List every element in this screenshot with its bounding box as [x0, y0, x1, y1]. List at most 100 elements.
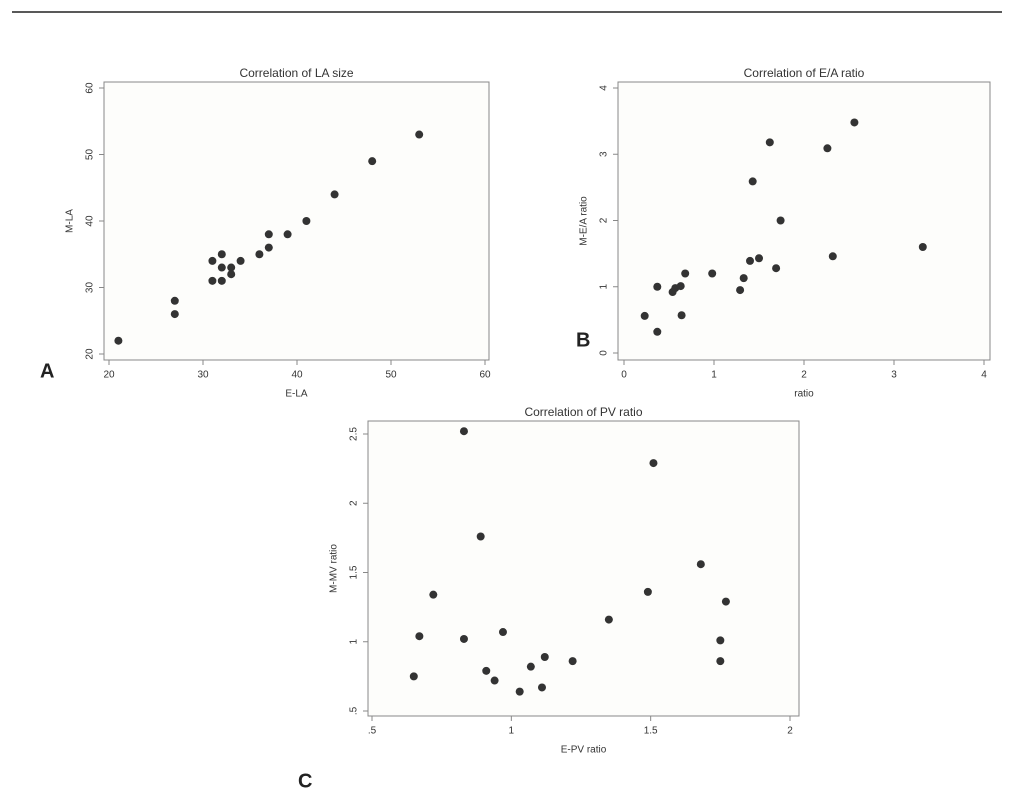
point	[227, 270, 236, 279]
plot-frame	[103, 81, 490, 361]
point	[568, 657, 577, 666]
y-tick-label: 4	[599, 85, 610, 91]
point	[716, 657, 725, 666]
point	[765, 138, 774, 147]
plot-frame	[617, 81, 991, 361]
y-tick-label: 3	[599, 151, 610, 157]
x-tick-label: 50	[385, 370, 397, 381]
point	[264, 230, 273, 239]
point	[918, 243, 927, 251]
point	[170, 296, 179, 305]
point	[653, 282, 662, 291]
point	[643, 587, 652, 596]
point	[227, 263, 236, 272]
point	[459, 427, 468, 436]
panel-label: C	[298, 770, 312, 792]
point	[302, 217, 311, 225]
point	[114, 336, 123, 345]
y-tick-label: 0	[599, 350, 610, 356]
point	[776, 216, 785, 225]
x-axis-label: ratio	[794, 389, 814, 400]
x-tick-label: .5	[368, 726, 377, 737]
point	[850, 118, 859, 127]
point	[755, 254, 763, 263]
point	[415, 632, 424, 641]
point	[537, 683, 546, 692]
point	[415, 130, 424, 139]
point	[823, 144, 832, 153]
x-tick-label: 2	[801, 370, 807, 381]
y-tick-label: 50	[85, 149, 96, 161]
point	[676, 282, 685, 291]
point	[526, 662, 535, 671]
point	[736, 286, 745, 295]
point	[739, 274, 748, 283]
point	[681, 269, 690, 278]
x-tick-label: 4	[981, 370, 987, 381]
point	[540, 652, 549, 661]
x-tick-label: 20	[103, 370, 115, 381]
x-tick-label: 40	[291, 370, 303, 381]
point	[828, 252, 837, 261]
y-tick-label: 30	[85, 282, 96, 294]
y-tick-label: 60	[85, 82, 96, 94]
panel-label: B	[576, 329, 590, 351]
x-tick-label: 1	[711, 370, 717, 381]
x-axis-label: E-LA	[285, 389, 308, 400]
chart-title: Correlation of PV ratio	[524, 405, 642, 419]
point	[236, 256, 245, 265]
x-tick-label: 0	[621, 370, 627, 381]
point	[653, 327, 662, 336]
point	[482, 666, 491, 675]
y-tick-label: 40	[85, 215, 96, 227]
y-tick-label: .5	[349, 706, 360, 715]
y-tick-label: 2	[349, 500, 360, 506]
point	[429, 590, 438, 599]
point	[649, 459, 658, 468]
point	[217, 276, 226, 285]
y-axis-label: M-E/A ratio	[579, 196, 590, 246]
point	[746, 256, 754, 265]
point	[208, 256, 217, 265]
y-tick-label: 1	[599, 284, 610, 290]
x-tick-label: 60	[479, 370, 491, 381]
x-tick-label: 2	[787, 726, 793, 737]
y-axis-label: M-LA	[65, 209, 76, 233]
chart-title: Correlation of E/A ratio	[744, 66, 865, 80]
point	[490, 676, 499, 685]
x-tick-label: 1.5	[644, 726, 658, 737]
point	[255, 250, 264, 259]
point	[368, 157, 377, 166]
x-axis-label: E-PV ratio	[561, 745, 607, 756]
y-tick-label: 20	[85, 348, 96, 360]
point	[459, 634, 468, 643]
point	[604, 615, 613, 624]
point	[708, 269, 717, 278]
panel-label: A	[40, 360, 54, 382]
point	[498, 628, 507, 637]
point	[696, 560, 705, 569]
point	[283, 230, 292, 239]
point	[721, 597, 730, 606]
y-tick-label: 2	[599, 217, 610, 223]
point	[772, 264, 781, 273]
point	[476, 532, 485, 541]
point	[264, 243, 273, 252]
point	[170, 310, 179, 319]
plot-frame	[367, 420, 800, 717]
point	[515, 687, 524, 696]
point	[217, 250, 226, 259]
point	[748, 177, 757, 186]
point	[330, 190, 339, 199]
chart-title: Correlation of LA size	[239, 66, 353, 80]
point	[217, 263, 226, 272]
point	[208, 276, 217, 285]
x-tick-label: 1	[509, 726, 515, 737]
y-tick-label: 1	[349, 639, 360, 645]
x-tick-label: 30	[197, 370, 209, 381]
x-tick-label: 3	[891, 370, 897, 381]
y-tick-label: 2.5	[349, 427, 360, 441]
point	[640, 311, 649, 320]
point	[677, 311, 686, 320]
